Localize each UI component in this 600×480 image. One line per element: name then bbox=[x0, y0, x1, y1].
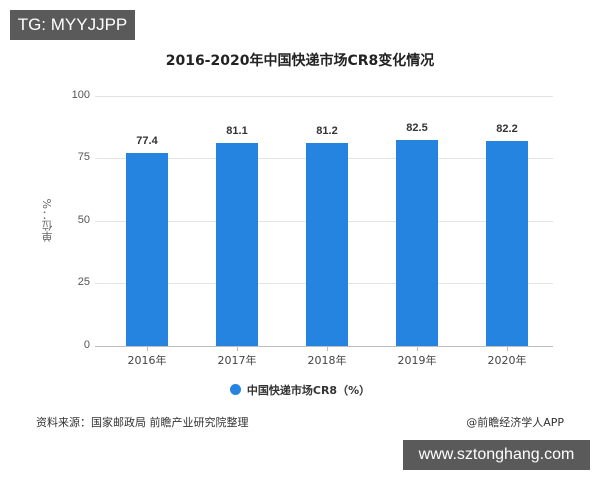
bar-value-label: 82.2 bbox=[496, 122, 518, 135]
y-tick-label: 50 bbox=[77, 214, 90, 226]
url-badge: www.sztonghang.com bbox=[403, 440, 590, 470]
bar-value-label: 82.5 bbox=[406, 121, 428, 134]
tag-badge: TG: MYYJJPP bbox=[10, 10, 135, 40]
x-tick-mark bbox=[237, 346, 238, 351]
x-tick-label: 2018年 bbox=[307, 354, 347, 367]
bar bbox=[486, 140, 528, 346]
legend-dot-icon bbox=[229, 384, 241, 395]
source-note: 资料来源：国家邮政局 前瞻产业研究院整理 bbox=[36, 416, 249, 429]
x-tick-mark bbox=[327, 346, 328, 351]
x-tick-mark bbox=[147, 346, 148, 351]
y-tick-label: 25 bbox=[77, 276, 90, 288]
x-tick-mark bbox=[507, 346, 508, 351]
legend: 中国快递市场CR8（%） bbox=[0, 382, 600, 398]
gridline-100 bbox=[95, 96, 553, 97]
bar-value-label: 81.2 bbox=[316, 125, 338, 137]
bar-value-label: 81.1 bbox=[226, 125, 248, 138]
legend-label: 中国快递市场CR8（%） bbox=[246, 384, 371, 397]
bar bbox=[126, 152, 168, 346]
y-tick-label: 100 bbox=[71, 89, 90, 101]
x-tick-mark bbox=[417, 346, 418, 351]
bar-value-label: 77.4 bbox=[136, 134, 158, 147]
x-tick-label: 2017年 bbox=[217, 354, 257, 367]
y-tick-label: 0 bbox=[83, 339, 90, 351]
x-tick-label: 2020年 bbox=[487, 354, 527, 367]
x-tick-label: 2016年 bbox=[127, 354, 167, 367]
x-axis-line bbox=[95, 346, 553, 347]
bar bbox=[306, 143, 348, 346]
y-tick-label: 75 bbox=[77, 151, 90, 163]
x-tick-label: 2019年 bbox=[397, 354, 437, 367]
chart-title: 2016-2020年中国快递市场CR8变化情况 bbox=[165, 53, 435, 69]
bar bbox=[396, 139, 438, 346]
credit-note: @前瞻经济学人APP bbox=[466, 416, 564, 429]
bar bbox=[216, 143, 258, 346]
